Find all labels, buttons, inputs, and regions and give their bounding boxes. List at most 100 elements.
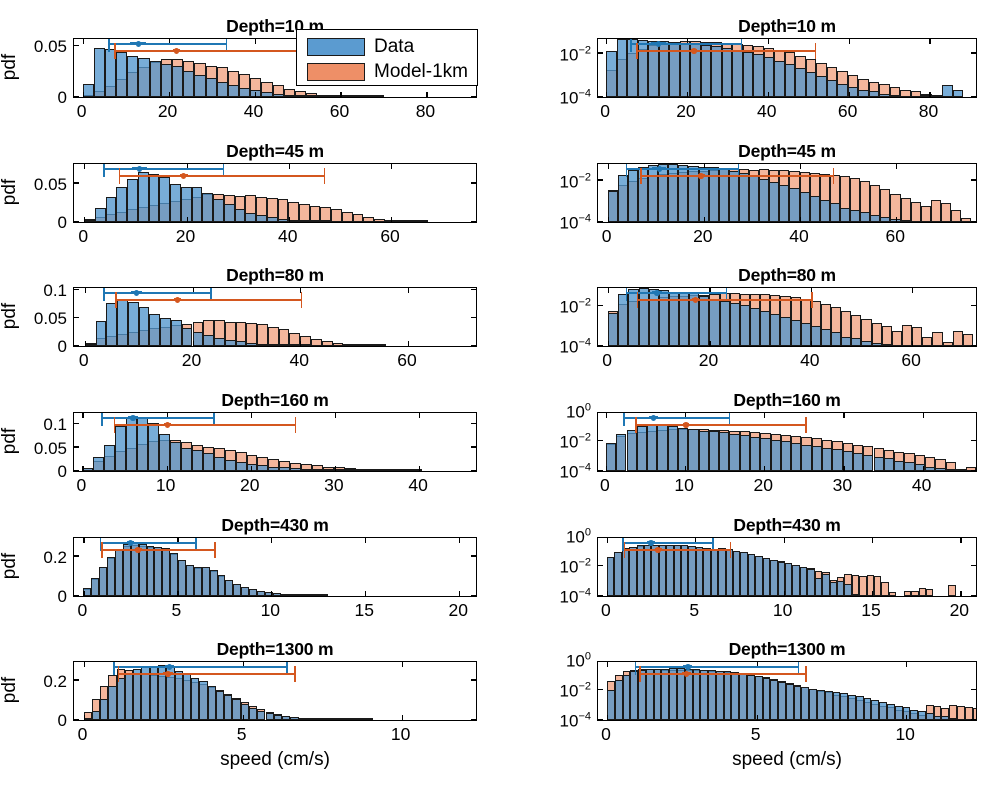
histogram-bar [688,429,699,471]
histogram-bar [180,447,192,471]
histogram-bar [377,469,389,471]
errorbar-line [114,424,296,426]
y-tick-mark [74,289,79,291]
errorbar-median-dot [683,671,690,677]
subplot-title: Depth=160 m [221,390,329,410]
histogram-bar [154,546,163,596]
histogram-bar [733,550,741,596]
legend-item-model[interactable]: Model-1km [307,61,468,83]
histogram-bar [920,205,931,222]
histogram-bar [605,443,617,471]
histogram-bar [911,590,919,596]
histogram-bar [352,214,364,222]
errorbar-line [639,673,806,675]
histogram-bar [860,212,871,222]
histogram-bar [669,668,677,720]
x-tick-label: 40 [789,226,809,246]
plot-area [73,287,477,347]
histogram-bar [288,219,299,222]
histogram-bar [921,95,932,97]
x-tick-label: 10 [390,724,411,744]
y-tick-mark [471,594,476,596]
histogram-bar [93,457,105,471]
histogram-bar [627,39,638,97]
histogram-bar [811,446,823,471]
histogram-bar [257,343,268,346]
histogram-bar [374,219,385,222]
x-tick-mark [686,39,689,44]
x-tick-mark [288,217,290,222]
histogram-bar [289,344,301,346]
errorbar-cap [630,39,632,52]
y-tick-mark [971,688,976,690]
errorbar-cap [214,542,216,558]
histogram-bar [288,594,297,596]
histogram-bar [170,552,179,596]
histogram-bar [298,717,307,720]
y-tick-label: 0 [57,88,67,107]
x-tick-label: 0 [601,724,611,744]
x-tick-mark [843,466,845,471]
histogram-bar [202,453,214,471]
histogram-bar [170,183,181,222]
x-tick-mark [606,715,609,720]
x-tick-label: 20 [157,101,178,121]
histogram-bar [191,450,203,471]
histogram-bar [658,41,670,97]
x-tick-mark [250,413,252,418]
histogram-bar [769,181,780,222]
errorbar-cap [108,39,111,52]
histogram-bar [256,215,267,222]
histogram-bar [914,463,925,471]
errorbar-cap [729,542,732,558]
y-tick-mark [74,182,79,184]
histogram-bar [785,683,794,720]
x-tick-mark [242,715,244,720]
histogram-bar [799,567,808,596]
x-tick-mark [254,92,256,97]
histogram-bar [692,669,701,720]
histogram-bar [91,578,100,596]
histogram-bar [214,337,225,346]
histogram-bar [171,66,184,97]
histogram-bar [106,302,118,346]
histogram-bar [861,340,872,346]
x-tick-mark [288,164,290,169]
x-tick-label: 0 [77,600,88,620]
histogram-bar [183,70,195,97]
histogram-bar [201,566,210,596]
histogram-bar [721,48,733,97]
x-tick-mark [871,591,874,596]
histogram-bar [399,469,411,471]
y-tick-mark [598,718,603,720]
x-tick-label: 40 [800,350,820,370]
histogram-bar [940,203,952,222]
errorbar-cap [212,413,215,426]
errorbar-cap [832,168,835,184]
y-tick-mark [74,469,79,471]
histogram-bar [627,169,638,222]
histogram-bar [863,454,874,471]
y-tick-mark [471,182,476,184]
histogram-bar [784,64,796,97]
histogram-bar [272,593,281,596]
legend-item-data[interactable]: Data [307,36,414,58]
plot-area [73,412,477,472]
plot-area [597,661,977,721]
y-tick-mark [74,317,79,319]
x-tick-mark [607,217,609,222]
histogram-bar [651,544,659,596]
histogram-bar [280,593,289,596]
x-tick-mark [764,413,766,418]
histogram-bar [290,716,299,720]
histogram-bar [889,95,901,97]
errorbar-cap [636,292,639,308]
y-tick-label: 100 [565,650,591,671]
x-tick-mark [606,39,608,44]
x-tick-mark [391,164,393,169]
histogram-bar [695,547,704,596]
x-tick-label: 5 [236,724,247,744]
histogram-bar [266,217,278,222]
x-tick-mark [703,164,705,169]
